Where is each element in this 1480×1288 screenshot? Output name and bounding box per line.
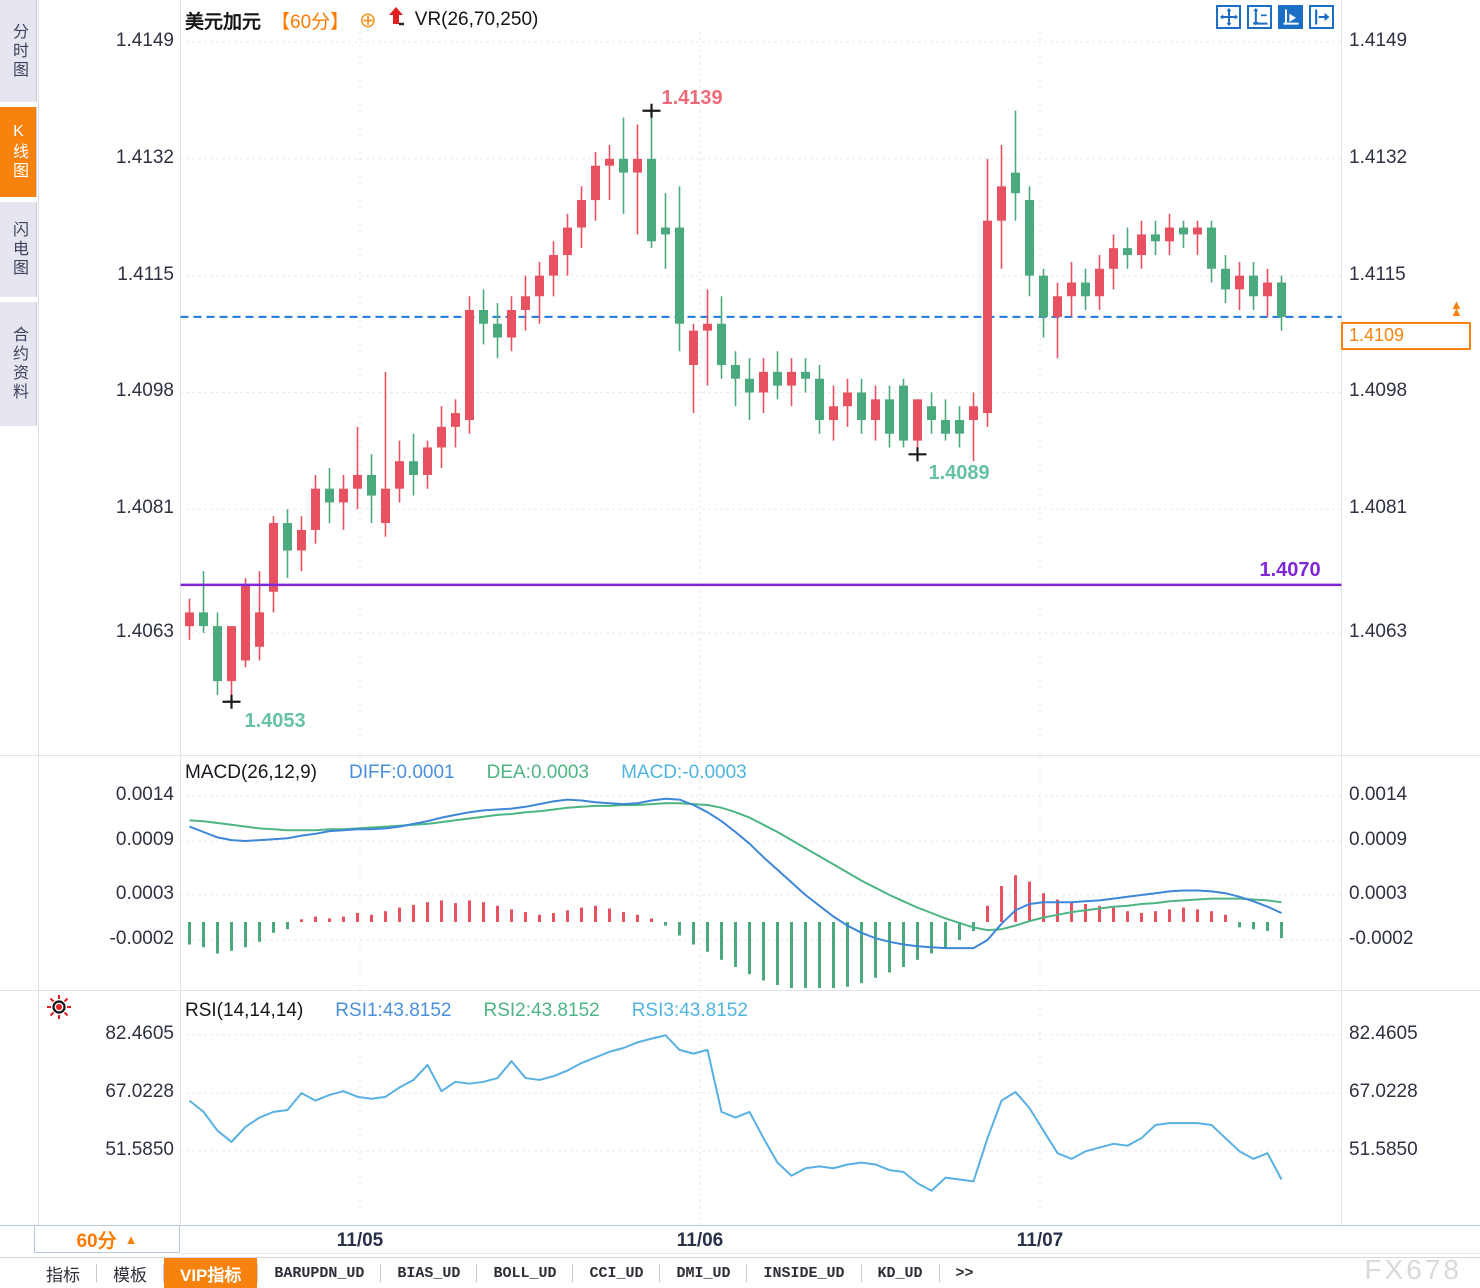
chart-tool-buttons bbox=[1216, 5, 1334, 29]
sidebar-tab-3[interactable]: 闪电图 bbox=[0, 202, 37, 297]
y-axis-label: 0.0014 bbox=[1349, 784, 1408, 805]
y-axis-label: 1.4115 bbox=[1349, 263, 1406, 285]
y-axis-label: -0.0002 bbox=[109, 928, 174, 949]
macd-diff-value: DIFF:0.0001 bbox=[349, 762, 455, 783]
y-axis-label: 1.4098 bbox=[115, 380, 174, 402]
current-price-tag: 1.4109 bbox=[1341, 321, 1471, 350]
rsi2-value: RSI2:43.8152 bbox=[483, 1000, 600, 1021]
toolbar-tab-vip[interactable]: VIP指标 bbox=[164, 1258, 258, 1288]
y-axis-label: 0.0009 bbox=[115, 829, 174, 850]
toolbar-tab-kdud[interactable]: KD_UD bbox=[877, 1264, 923, 1282]
indicator-toolbar: 指标 模板 VIP指标 BARUPDN_UD BIAS_UD BOLL_UD CCI_UD D… bbox=[0, 1257, 1480, 1288]
buy-signal-arrow-icon bbox=[387, 6, 405, 34]
x-axis-date-label: 11/05 bbox=[336, 1230, 384, 1251]
macd-label[interactable]: MACD(26,12,9) bbox=[185, 762, 317, 783]
y-axis-label: 67.0228 bbox=[1349, 1081, 1418, 1102]
y-axis-label: 1.4081 bbox=[115, 497, 174, 519]
y-axis-label: 51.5850 bbox=[105, 1139, 174, 1160]
y-axis-label: -0.0002 bbox=[1349, 928, 1414, 949]
y-axis-label: 1.4149 bbox=[1349, 30, 1408, 51]
y-axis-label: 0.0003 bbox=[115, 883, 174, 904]
toolbar-tab-insideud[interactable]: INSIDE_UD bbox=[763, 1264, 845, 1282]
support-line-label: 1.4070 bbox=[1259, 558, 1321, 581]
y-axis-label: 0.0009 bbox=[1349, 829, 1408, 850]
y-axis-label: 51.5850 bbox=[1349, 1139, 1418, 1160]
timeframe-selector[interactable]: 60分 ▲ bbox=[34, 1225, 180, 1253]
toolbar-tab-[interactable]: 模板 bbox=[113, 1265, 147, 1285]
rsi3-value: RSI3:43.8152 bbox=[631, 1000, 748, 1021]
macd-header: MACD(26,12,9) DIFF:0.0001 DEA:0.0003 MAC… bbox=[185, 762, 747, 784]
y-axis-label: 1.4149 bbox=[115, 30, 174, 51]
toolbar-separator bbox=[96, 1264, 97, 1282]
toolbar-tab-biasud[interactable]: BIAS_UD bbox=[397, 1264, 461, 1282]
toolbar-tab-[interactable]: 指标 bbox=[46, 1265, 80, 1285]
toolbar-separator bbox=[860, 1264, 862, 1282]
symbol-title: 美元加元 bbox=[185, 11, 262, 33]
timeframe-arrow-icon: ▲ bbox=[124, 1231, 138, 1247]
vr-indicator-label: VR(26,70,250) bbox=[414, 9, 539, 30]
y-axis-label: 1.4132 bbox=[1349, 146, 1408, 168]
y-axis-label: 1.4132 bbox=[115, 146, 174, 168]
timeframe-value: 60分 bbox=[76, 1230, 117, 1252]
move-crosshair-icon[interactable] bbox=[1216, 5, 1241, 29]
toolbar-tab-bollud[interactable]: BOLL_UD bbox=[493, 1264, 557, 1282]
rsi-label[interactable]: RSI(14,14,14) bbox=[185, 1000, 304, 1021]
alert-beacon-icon[interactable] bbox=[46, 994, 72, 1025]
toolbar-separator bbox=[380, 1264, 382, 1282]
watermark: FX678 bbox=[1364, 1254, 1462, 1285]
timeframe-badge[interactable]: 【60分】 bbox=[271, 11, 350, 33]
toolbar-separator bbox=[659, 1264, 661, 1282]
y-axis-scale-icon[interactable] bbox=[1247, 5, 1272, 29]
y-axis-label: 67.0228 bbox=[105, 1081, 174, 1102]
toolbar-separator bbox=[746, 1264, 748, 1282]
high-price-label: 1.4139 bbox=[661, 86, 723, 109]
toolbar-tab-dmiud[interactable]: DMI_UD bbox=[676, 1264, 731, 1282]
y-axis-label: 82.4605 bbox=[105, 1023, 174, 1044]
x-axis-date-label: 11/07 bbox=[1016, 1230, 1064, 1251]
sidebar-tab-2[interactable]: K线图 bbox=[0, 107, 37, 197]
y-axis-label: 0.0014 bbox=[115, 784, 174, 805]
swing-low-price-label: 1.4089 bbox=[928, 462, 990, 485]
y-axis-label: 0.0003 bbox=[1349, 883, 1408, 904]
main-chart-header: 美元加元 【60分】 ⊕ VR(26,70,250) bbox=[185, 6, 538, 34]
toolbar-tab->>[interactable]: >> bbox=[955, 1264, 974, 1282]
toolbar-tab-cciud[interactable]: CCI_UD bbox=[589, 1264, 644, 1282]
sidebar-tab-4[interactable]: 合约资料 bbox=[0, 302, 37, 426]
macd-dea-value: DEA:0.0003 bbox=[486, 762, 590, 783]
rsi-header: RSI(14,14,14) RSI1:43.8152 RSI2:43.8152 … bbox=[185, 1000, 748, 1022]
toolbar-separator bbox=[476, 1264, 478, 1282]
x-axis-date-label: 11/06 bbox=[676, 1230, 724, 1251]
y-axis-label: 1.4063 bbox=[115, 621, 174, 642]
sidebar-tab-1[interactable]: 分时图 bbox=[0, 0, 37, 102]
toolbar-tab-barupdnud[interactable]: BARUPDN_UD bbox=[274, 1264, 365, 1282]
y-axis-label: 1.4063 bbox=[1349, 621, 1408, 642]
toolbar-separator bbox=[257, 1264, 259, 1282]
auto-scroll-icon[interactable] bbox=[1278, 5, 1303, 29]
add-indicator-icon[interactable]: ⊕ bbox=[359, 8, 377, 32]
pan-to-latest-icon[interactable] bbox=[1309, 5, 1334, 29]
rsi1-value: RSI1:43.8152 bbox=[335, 1000, 452, 1021]
price-up-arrows-icon: ▲ ▲ bbox=[1450, 296, 1463, 319]
y-axis-label: 1.4115 bbox=[117, 263, 174, 285]
y-axis-label: 82.4605 bbox=[1349, 1023, 1418, 1044]
toolbar-separator bbox=[572, 1264, 574, 1282]
toolbar-separator bbox=[163, 1264, 164, 1282]
macd-value: MACD:-0.0003 bbox=[621, 762, 747, 783]
sidebar: 分时图 K线图闪电图合约资料 bbox=[0, 0, 38, 431]
low-price-label: 1.4053 bbox=[244, 709, 306, 732]
y-axis-label: 1.4081 bbox=[1349, 497, 1408, 519]
toolbar-separator bbox=[938, 1264, 940, 1282]
y-axis-label: 1.4098 bbox=[1349, 380, 1408, 402]
